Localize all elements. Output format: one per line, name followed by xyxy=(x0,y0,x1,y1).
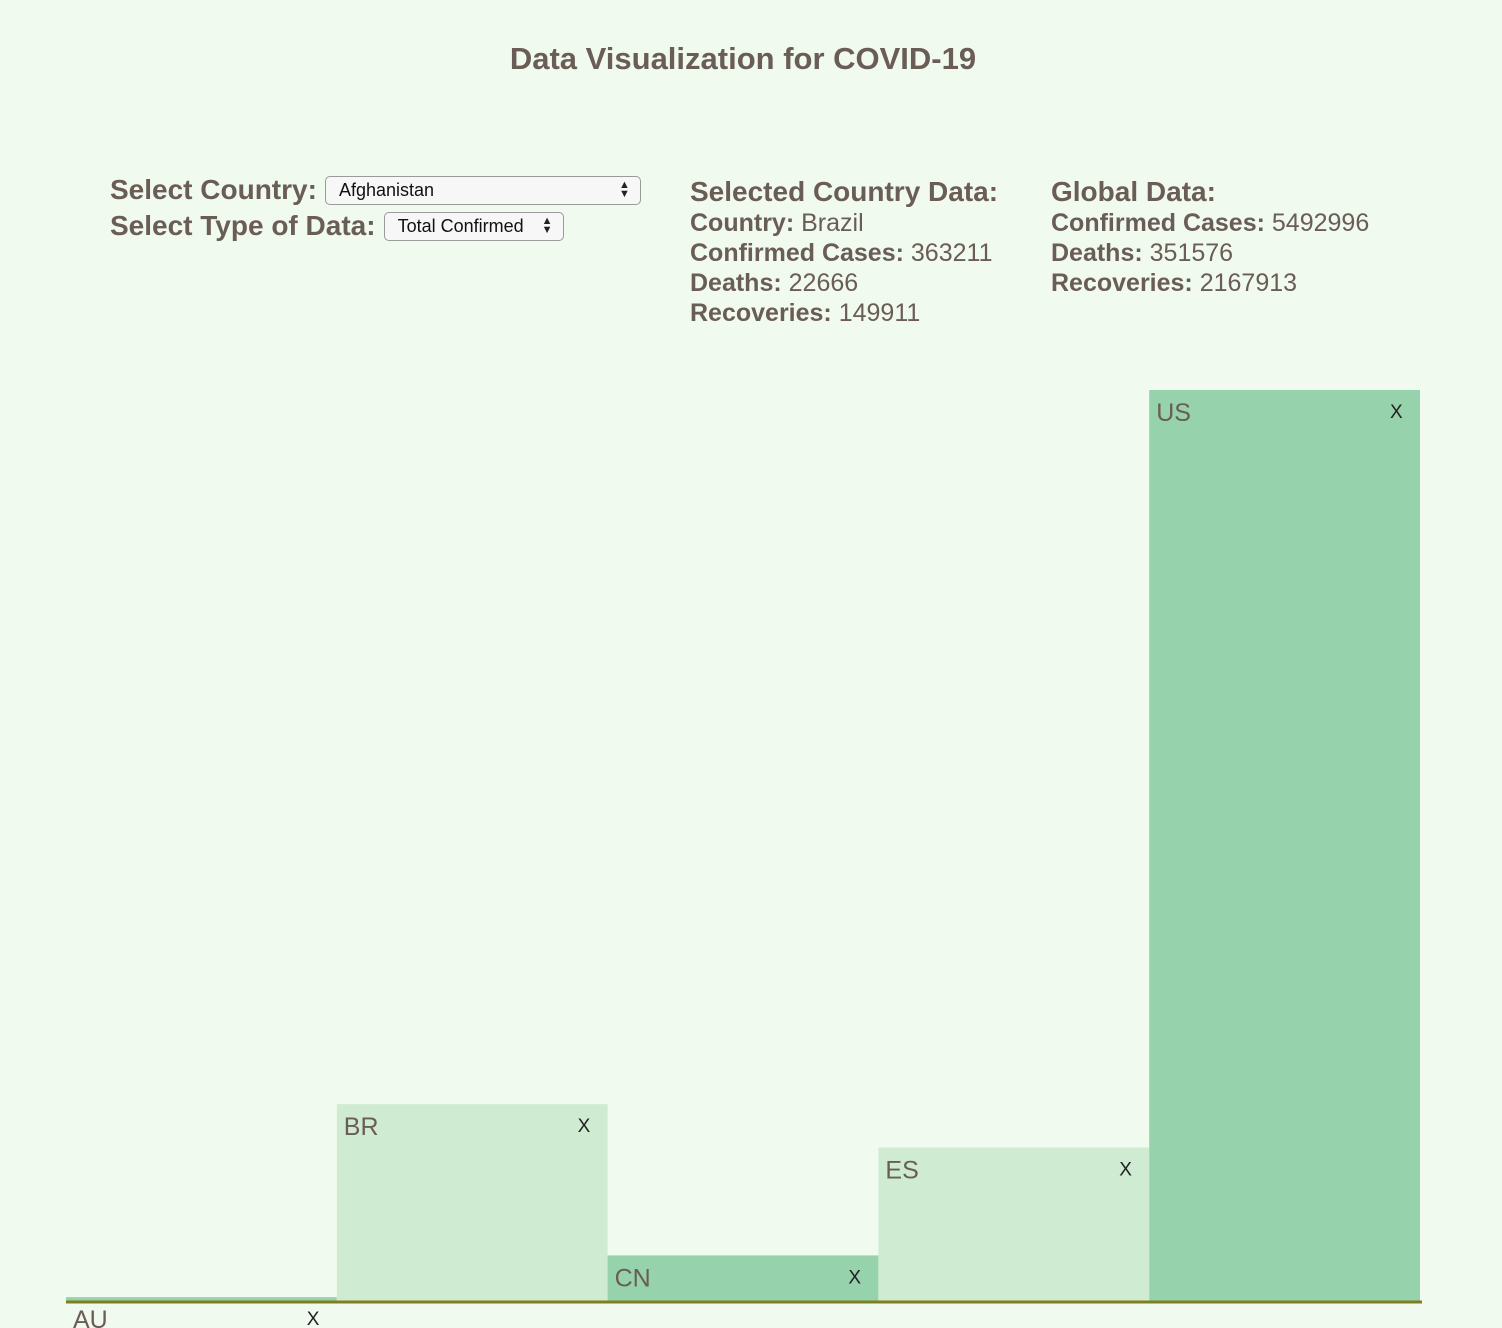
global-data-heading: Global Data: xyxy=(1051,176,1216,207)
global-deaths-label: Deaths: xyxy=(1051,239,1143,267)
selected-country-value: Brazil xyxy=(801,209,864,237)
bar-label-us: US xyxy=(1156,399,1191,427)
bar-br[interactable] xyxy=(336,1104,608,1301)
remove-bar-br-button[interactable]: X xyxy=(578,1116,591,1137)
selected-recoveries-value: 149911 xyxy=(838,299,921,327)
country-select-value: Afghanistan xyxy=(338,179,435,200)
bar-label-cn: CN xyxy=(615,1264,651,1292)
selected-country-heading: Selected Country Data: xyxy=(690,176,999,207)
selected-confirmed-label: Confirmed Cases: xyxy=(690,239,904,267)
bar-group-br[interactable]: BR X xyxy=(336,1104,608,1301)
selected-deaths-line: Deaths: 22666 xyxy=(690,268,998,298)
page-title: Data Visualization for COVID-19 xyxy=(509,41,977,76)
controls-panel: Select Country: Afghanistan ▲ ▼ Select Ty… xyxy=(110,172,641,244)
bar-label-au: AU xyxy=(73,1306,108,1328)
global-confirmed-line: Confirmed Cases: 5492996 xyxy=(1051,208,1369,238)
selected-country-label: Country: xyxy=(690,209,795,237)
remove-bar-cn-button[interactable]: X xyxy=(848,1267,861,1288)
global-deaths-value: 351576 xyxy=(1149,239,1234,267)
selected-deaths-label: Deaths: xyxy=(690,269,782,297)
global-data-panel: Global Data: Confirmed Cases: 5492996 De… xyxy=(1051,176,1369,298)
selected-country-line: Country: Brazil xyxy=(690,208,998,238)
bar-label-es: ES xyxy=(885,1156,918,1184)
bar-cn[interactable] xyxy=(607,1255,879,1301)
global-recoveries-label: Recoveries: xyxy=(1051,269,1193,297)
global-deaths-line: Deaths: 351576 xyxy=(1051,238,1369,268)
bar-group-cn[interactable]: CN X xyxy=(607,1255,879,1301)
select-arrows-icon: ▲ ▼ xyxy=(541,215,553,236)
type-select-label: Select Type of Data: xyxy=(110,210,376,241)
bar-group-us[interactable]: US X xyxy=(1149,390,1420,1301)
select-arrows-icon: ▲ ▼ xyxy=(619,179,630,200)
country-select[interactable]: Afghanistan ▲ ▼ xyxy=(324,175,641,205)
data-type-select-value: Total Confirmed xyxy=(397,215,524,236)
selected-recoveries-line: Recoveries: 149911 xyxy=(690,298,998,328)
remove-bar-us-button[interactable]: X xyxy=(1390,402,1403,423)
bar-es[interactable] xyxy=(878,1147,1150,1301)
bar-au[interactable] xyxy=(66,1297,337,1301)
country-select-label: Select Country: xyxy=(110,174,317,205)
bar-group-au[interactable]: AU X xyxy=(66,1297,337,1328)
country-control: Select Country: Afghanistan ▲ ▼ xyxy=(110,172,641,208)
bar-label-br: BR xyxy=(344,1113,379,1141)
selected-confirmed-value: 363211 xyxy=(910,239,993,267)
selected-deaths-value: 22666 xyxy=(788,269,859,297)
type-control: Select Type of Data: Total Confirmed ▲ ▼ xyxy=(110,208,641,244)
selected-recoveries-label: Recoveries: xyxy=(690,299,832,327)
bar-group-es[interactable]: ES X xyxy=(878,1147,1150,1301)
global-recoveries-value: 2167913 xyxy=(1199,269,1298,297)
global-confirmed-value: 5492996 xyxy=(1271,209,1370,237)
selected-confirmed-line: Confirmed Cases: 363211 xyxy=(690,238,998,268)
selected-country-panel: Selected Country Data: Country: Brazil C… xyxy=(690,176,998,328)
remove-bar-au-button[interactable]: X xyxy=(307,1309,320,1328)
bar-us[interactable] xyxy=(1149,390,1420,1301)
remove-bar-es-button[interactable]: X xyxy=(1119,1159,1132,1180)
global-confirmed-label: Confirmed Cases: xyxy=(1051,209,1265,237)
data-type-select[interactable]: Total Confirmed ▲ ▼ xyxy=(383,211,564,241)
global-recoveries-line: Recoveries: 2167913 xyxy=(1051,268,1369,298)
